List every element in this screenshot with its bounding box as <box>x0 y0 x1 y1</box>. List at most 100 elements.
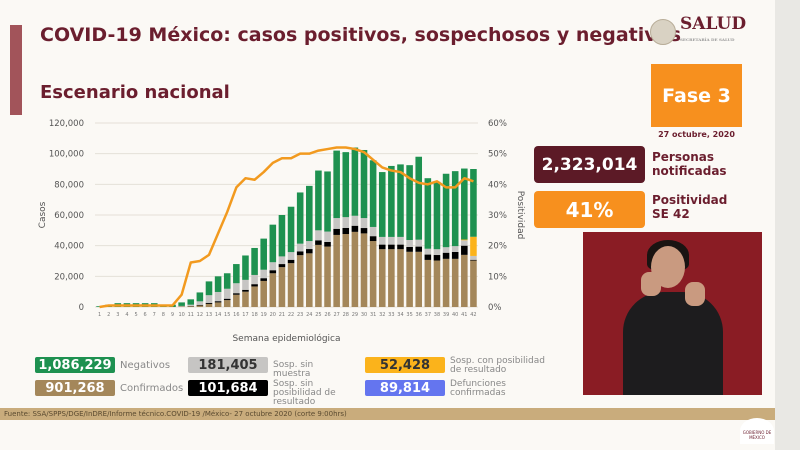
x-tick-label: 34 <box>397 312 403 318</box>
bar-segment-sosp-sin-muestra <box>287 252 295 260</box>
bar-segment-sosp-sin-muestra <box>196 301 204 305</box>
x-tick-label: 12 <box>197 312 203 318</box>
bar-segment-sosp-sin-posibilidad-de-resultado <box>415 246 423 252</box>
slide: COVID-19 México: casos positivos, sospec… <box>0 0 775 450</box>
bar-segment-sosp-sin-posibilidad-de-resultado <box>223 298 231 301</box>
bar-segment-confirmados <box>351 231 359 307</box>
bar-segment-negativos <box>196 292 204 302</box>
bar-segment-negativos <box>260 238 267 270</box>
y2-tick-label: 50% <box>488 150 507 160</box>
bar-segment-negativos <box>433 181 441 250</box>
x-tick-label: 7 <box>153 312 156 318</box>
x-tick-label: 29 <box>352 312 358 318</box>
bar-segment-sosp-sin-muestra <box>424 248 432 255</box>
kpi-label-line: notificadas <box>652 164 727 178</box>
x-tick-label: 24 <box>306 312 312 318</box>
bar-segment-sosp-sin-posibilidad-de-resultado <box>369 236 377 242</box>
x-tick-label: 8 <box>162 312 165 318</box>
bar-segment-negativos <box>424 178 432 249</box>
bar-segment-confirmados <box>306 253 313 307</box>
x-tick-label: 1 <box>98 312 101 318</box>
bar-segment-sosp-sin-posibilidad-de-resultado <box>388 244 395 250</box>
bar-segment-confirmados <box>242 291 249 307</box>
salud-logo: SALUD SECRETARÍA DE SALUD <box>650 16 746 48</box>
y2-tick-label: 40% <box>488 180 507 190</box>
bar-segment-sosp-sin-muestra <box>470 255 477 260</box>
bar-segment-negativos <box>242 255 249 280</box>
bar-segment-sosp-sin-posibilidad-de-resultado <box>251 284 258 287</box>
bar-segment-negativos <box>342 152 350 218</box>
bar-segment-sosp-sin-posibilidad-de-resultado <box>324 241 331 247</box>
bar-segment-sosp-sin-posibilidad-de-resultado <box>205 302 213 304</box>
sign-language-interpreter-video <box>583 232 762 395</box>
legend-value-box: 901,268 <box>35 380 115 396</box>
x-tick-label: 9 <box>171 312 174 318</box>
bar-segment-confirmados <box>324 246 331 307</box>
bar-segment-sosp-sin-muestra <box>397 236 404 245</box>
bar-segment-confirmados <box>233 294 240 307</box>
bar-segment-sosp-sin-posibilidad-de-resultado <box>287 259 295 264</box>
bar-segment-negativos <box>214 276 222 292</box>
bar-segment-confirmados <box>278 267 286 307</box>
x-tick-label: 37 <box>425 312 431 318</box>
bar-segment-sosp-sin-muestra <box>461 240 468 246</box>
bar-segment-sosp-sin-muestra <box>278 256 286 265</box>
bar-segment-sosp-sin-muestra <box>433 249 441 256</box>
bar-segment-sosp-sin-posibilidad-de-resultado <box>315 240 322 245</box>
bar-segment-confirmados <box>442 258 450 307</box>
x-tick-label: 40 <box>452 312 458 318</box>
bar-segment-confirmados <box>260 280 267 307</box>
bar-segment-confirmados <box>470 260 477 307</box>
y2-tick-label: 60% <box>488 119 507 129</box>
bar-segment-confirmados <box>415 251 423 307</box>
bar-segment-negativos <box>415 156 423 240</box>
bar-segment-negativos <box>333 150 340 219</box>
bar-segment-confirmados <box>424 259 432 307</box>
bar-segment-negativos <box>178 302 185 306</box>
bar-segment-sosp-sin-muestra <box>214 291 222 302</box>
legend-label: Confirmados <box>120 383 184 394</box>
cases-chart: 0 0% 20,000 10% 40,000 20% 60,000 30% 80,000 40% 1… <box>38 119 525 344</box>
x-tick-label: 17 <box>242 312 248 318</box>
x-tick-label: 39 <box>443 312 449 318</box>
bar-segment-sosp-sin-muestra <box>269 262 277 271</box>
x-tick-label: 20 <box>270 312 276 318</box>
x-tick-label: 22 <box>288 312 294 318</box>
bar-segment-negativos <box>296 192 304 244</box>
phase-badge: Fase 3 <box>651 64 742 127</box>
x-tick-label: 10 <box>178 312 184 318</box>
report-date: 27 octubre, 2020 <box>658 130 735 139</box>
legend-value-box: 101,684 <box>188 380 268 396</box>
x-tick-label: 21 <box>279 312 285 318</box>
bar-segment-sosp-sin-posibilidad-de-resultado <box>470 259 477 261</box>
bar-segment-sosp-sin-muestra <box>333 218 340 229</box>
bar-segment-confirmados <box>196 305 204 307</box>
bar-segment-sosp-sin-muestra <box>187 304 195 306</box>
bar-segment-confirmados <box>251 286 258 307</box>
x-tick-label: 14 <box>215 312 221 318</box>
bar-segment-sosp-sin-muestra <box>451 246 459 252</box>
bar-segment-negativos <box>233 264 240 284</box>
x-tick-label: 38 <box>434 312 440 318</box>
bar-segment-negativos <box>324 171 331 232</box>
bar-segment-confirmados <box>406 251 413 307</box>
logo-text: SALUD <box>680 14 747 34</box>
bar-segment-sosp-sin-muestra <box>242 279 249 290</box>
kpi-label-line: SE 42 <box>652 207 690 221</box>
bar-segment-confirmados <box>342 234 350 307</box>
bar-segment-negativos <box>187 299 195 305</box>
bar-segment-sosp-sin-muestra <box>260 269 267 279</box>
page-subtitle: Escenario nacional <box>40 82 230 103</box>
bar-segment-negativos <box>388 165 395 237</box>
x-tick-label: 5 <box>134 312 137 318</box>
bar-segment-confirmados <box>397 249 404 307</box>
bar-segment-negativos <box>306 185 313 242</box>
x-tick-label: 3 <box>116 312 119 318</box>
x-tick-label: 6 <box>144 312 147 318</box>
bar-segment-sosp-sin-muestra <box>342 217 350 228</box>
bar-segment-confirmados <box>378 249 386 307</box>
kpi-positivity-value: 41% <box>534 191 645 228</box>
x-tick-label: 32 <box>379 312 385 318</box>
bar-segment-negativos <box>223 273 231 289</box>
bar-segment-sosp-sin-muestra <box>233 283 240 294</box>
